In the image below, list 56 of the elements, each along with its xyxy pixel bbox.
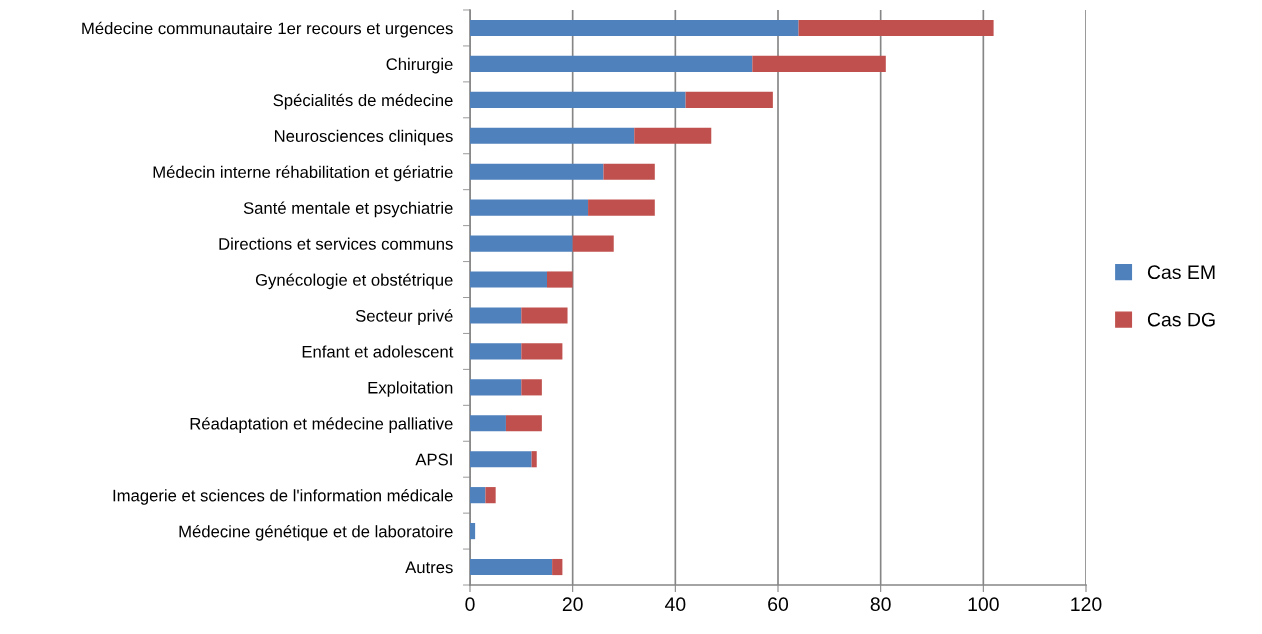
- bar: [485, 487, 496, 504]
- y-tick-label: Gynécologie et obstétrique: [255, 273, 453, 290]
- bar: [552, 558, 563, 576]
- x-tick-label: 120: [1071, 597, 1102, 612]
- bar: [798, 19, 994, 37]
- bar: [588, 199, 655, 216]
- bar: [470, 91, 686, 108]
- y-tick-label: Médecin interne réhabilitation et gériatrie: [153, 165, 453, 182]
- legend-label: Cas DG: [1147, 312, 1215, 327]
- bar: [470, 163, 604, 180]
- legend-label: Cas EM: [1147, 265, 1215, 280]
- bar: [470, 415, 506, 432]
- y-tick-label: Autres: [405, 561, 453, 574]
- bar: [603, 163, 655, 180]
- x-tick-label: 80: [870, 597, 891, 612]
- y-tick-label: Enfant et adolescent: [302, 345, 454, 358]
- y-tick-label: Neurosciences cliniques: [274, 129, 453, 146]
- y-tick-label: Santé mentale et psychiatrie: [243, 201, 453, 218]
- y-tick-label: Secteur privé: [355, 309, 453, 326]
- x-tick-label: 0: [465, 597, 475, 612]
- y-tick-label: Médecine génétique et de laboratoire: [179, 524, 453, 541]
- bar: [470, 271, 547, 288]
- x-tick-label: 100: [968, 597, 999, 612]
- bar: [572, 235, 614, 252]
- bar: [521, 343, 563, 360]
- y-tick-label: Imagerie et sciences de l'information médicale: [113, 489, 453, 505]
- bar: [470, 343, 522, 360]
- y-tick-label: Médecine communautaire 1er recours et urgences: [82, 21, 453, 38]
- bar: [470, 307, 522, 324]
- x-tick-label: 60: [768, 597, 789, 612]
- x-tick-label: 20: [562, 597, 583, 612]
- bar: [521, 379, 542, 396]
- y-tick-label: Réadaptation et médecine palliative: [190, 417, 453, 433]
- bar: [531, 451, 537, 468]
- y-tick-label: Chirurgie: [386, 57, 453, 74]
- y-tick-label: Exploitation: [368, 381, 453, 397]
- bar: [470, 451, 532, 468]
- bar: [470, 199, 589, 216]
- bar: [470, 19, 799, 37]
- bar: [470, 55, 753, 72]
- bar: [521, 307, 568, 324]
- x-tick-label: 40: [664, 597, 686, 612]
- bar: [470, 235, 573, 252]
- y-tick-label: Spécialités de médecine: [273, 93, 453, 110]
- bar: [470, 523, 476, 540]
- bar: [634, 127, 712, 144]
- bar: [470, 487, 486, 504]
- y-tick-label: APSI: [415, 453, 452, 466]
- y-tick-label: Directions et services communs: [219, 237, 453, 250]
- bar: [685, 91, 773, 108]
- bar: [470, 558, 553, 576]
- bar: [470, 379, 522, 396]
- bar: [547, 271, 573, 288]
- bar: [505, 415, 542, 432]
- bar: [470, 127, 635, 144]
- bar: [752, 55, 886, 72]
